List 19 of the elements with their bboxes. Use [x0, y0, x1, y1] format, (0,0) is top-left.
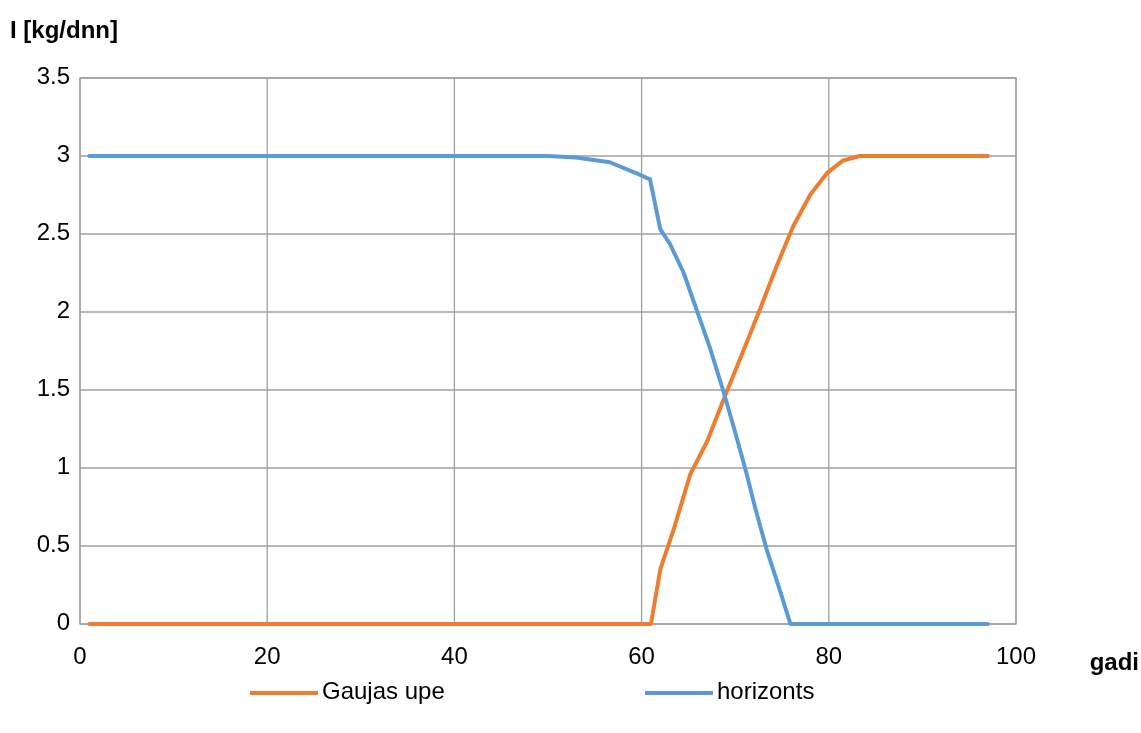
x-tick-label: 0 [73, 642, 87, 669]
legend-label: horizonts [717, 677, 815, 705]
y-tick-label: 2.5 [36, 218, 70, 246]
y-tick-label: 0.5 [36, 530, 70, 558]
x-tick-label: 40 [441, 642, 468, 669]
y-tick-label: 3.5 [36, 62, 70, 90]
legend-label: Gaujas upe [322, 677, 445, 705]
x-tick-label: 100 [995, 642, 1037, 669]
x-axis-title: gadi [1089, 648, 1139, 675]
line-series [87, 154, 990, 626]
y-tick-label: 0 [56, 608, 70, 636]
y-tick-label: 2 [56, 296, 70, 324]
x-tick-label: 80 [815, 642, 843, 669]
y-tick-label: 1 [56, 452, 70, 480]
x-tick-label: 60 [628, 642, 655, 669]
y-axis-title: I [kg/dnn] [10, 16, 118, 43]
y-tick-label: 3 [56, 140, 70, 168]
y-tick-label: 1.5 [36, 374, 70, 402]
x-tick-label: 20 [253, 642, 281, 669]
